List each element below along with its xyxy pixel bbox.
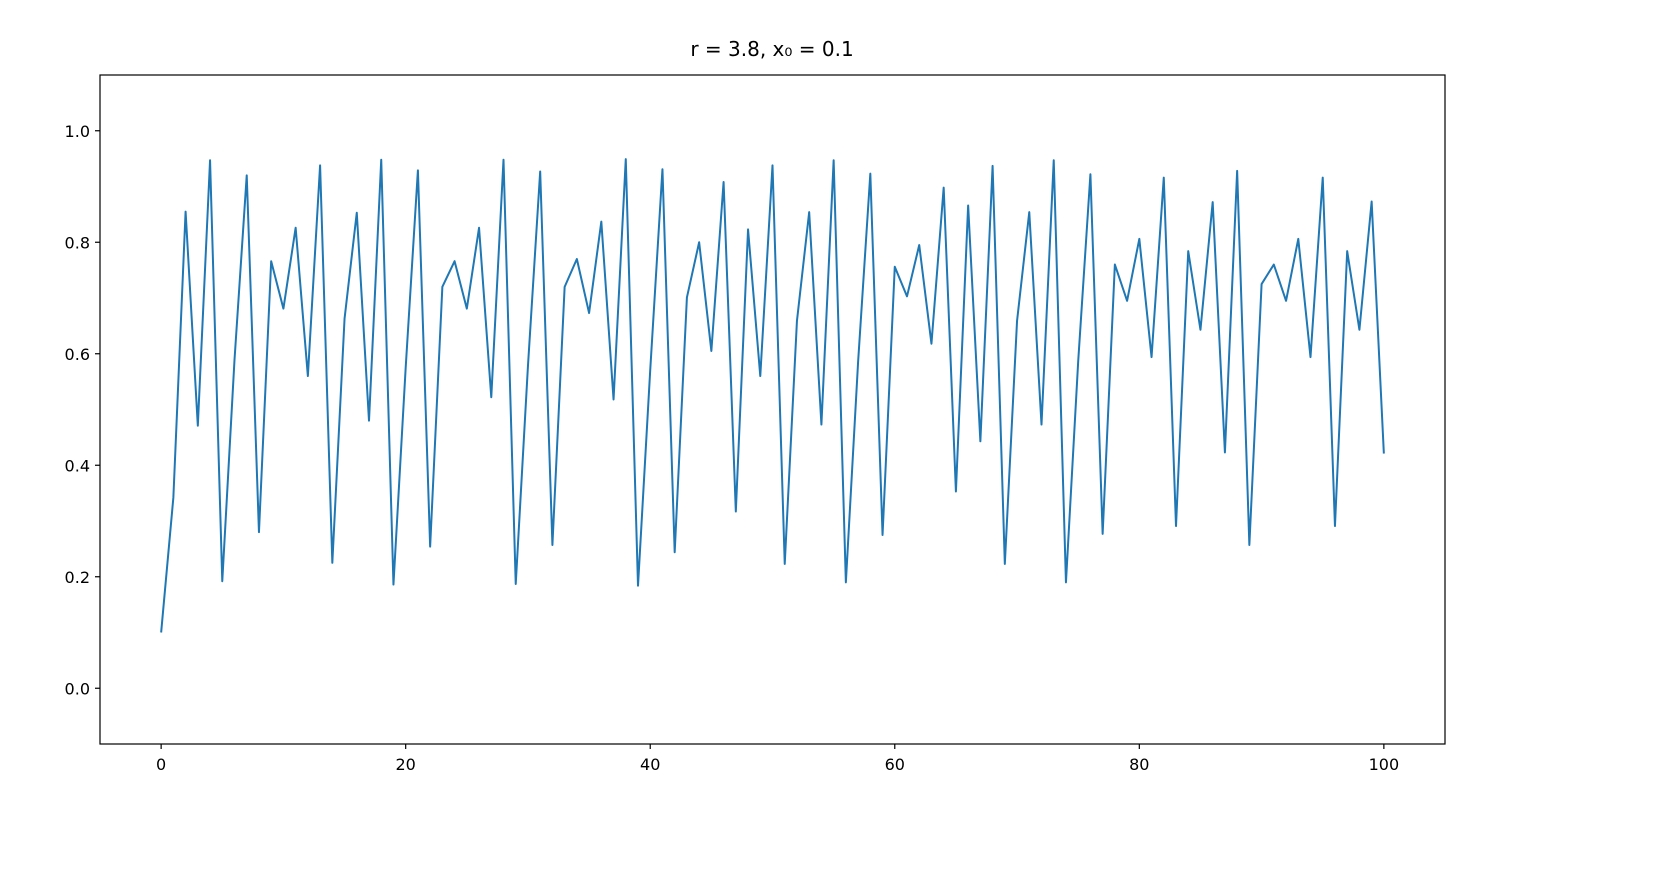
x-tick-label: 80 <box>1129 755 1149 774</box>
plot-frame <box>99 74 1446 745</box>
x-tick-label: 40 <box>640 755 660 774</box>
y-tick-label: 0.2 <box>65 568 90 587</box>
x-tick-label: 100 <box>1369 755 1400 774</box>
y-tick-label: 0.6 <box>65 345 90 364</box>
y-tick-label: 1.0 <box>65 122 90 141</box>
x-tick-label: 20 <box>396 755 416 774</box>
x-tick-label: 0 <box>156 755 166 774</box>
y-tick-label: 0.8 <box>65 233 90 252</box>
chart-title: r = 3.8, x₀ = 0.1 <box>690 37 853 61</box>
y-tick-label: 0.4 <box>65 456 90 475</box>
y-tick-label: 0.0 <box>65 679 90 698</box>
x-tick-label: 60 <box>885 755 905 774</box>
data-line <box>160 158 1385 633</box>
